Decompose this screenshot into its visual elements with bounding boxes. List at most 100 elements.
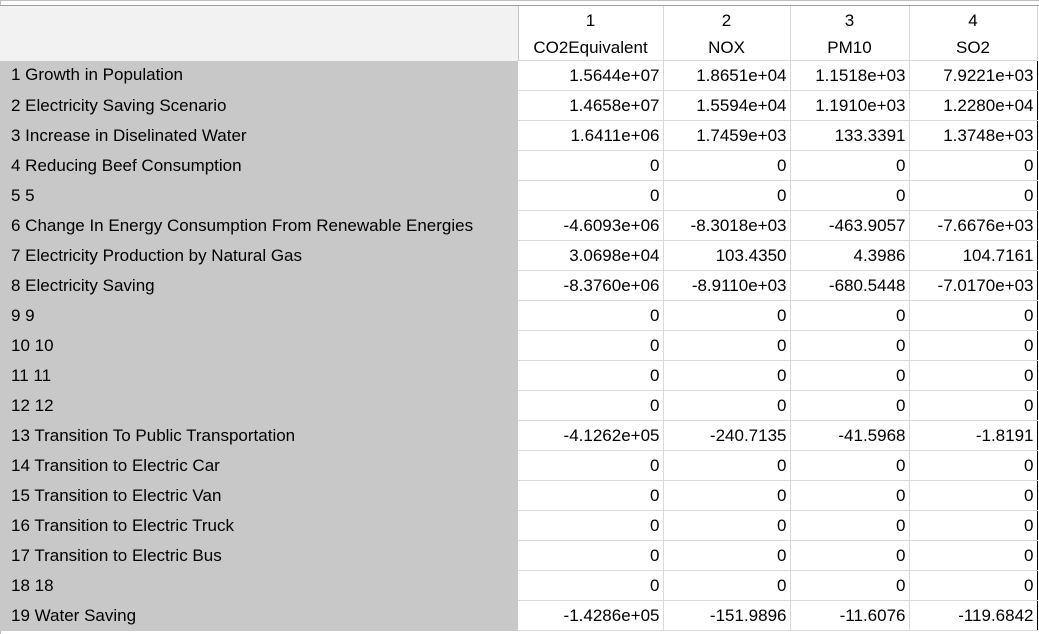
row-header[interactable]: 11 11 [0,360,518,391]
table-cell[interactable]: 0 [909,180,1038,211]
table-cell[interactable]: 0 [790,180,910,211]
table-cell[interactable]: 0 [790,390,910,421]
table-cell[interactable]: 0 [790,300,910,331]
table-cell[interactable]: 0 [663,150,791,181]
table-cell[interactable]: 0 [518,450,664,481]
table-cell[interactable]: 0 [790,150,910,181]
row-header[interactable]: 1 Growth in Population [0,60,518,91]
table-cell[interactable]: 0 [518,330,664,361]
table-cell[interactable]: -463.9057 [790,210,910,241]
table-cell[interactable]: 0 [663,480,791,511]
table-cell[interactable]: 1.8651e+04 [663,60,791,91]
row-header[interactable]: 4 Reducing Beef Consumption [0,150,518,181]
table-cell[interactable]: -240.7135 [663,420,791,451]
table-cell[interactable]: 0 [518,300,664,331]
table-cell[interactable]: 0 [909,480,1038,511]
row-header[interactable]: 5 5 [0,180,518,211]
table-cell[interactable]: 133.3391 [790,120,910,151]
table-cell[interactable]: 104.7161 [909,240,1038,271]
table-cell[interactable]: 0 [790,330,910,361]
row-header[interactable]: 9 9 [0,300,518,331]
table-cell[interactable]: 0 [790,480,910,511]
row-header[interactable]: 14 Transition to Electric Car [0,450,518,481]
table-cell[interactable]: 0 [790,570,910,601]
table-cell[interactable]: -4.6093e+06 [518,210,664,241]
table-cell[interactable]: -41.5968 [790,420,910,451]
row-header[interactable]: 18 18 [0,570,518,601]
table-cell[interactable]: 0 [518,540,664,571]
row-header[interactable]: 19 Water Saving [0,600,518,631]
table-cell[interactable]: 0 [909,510,1038,541]
table-cell[interactable]: 4.3986 [790,240,910,271]
table-cell[interactable]: 0 [909,450,1038,481]
table-cell[interactable]: 0 [663,360,791,391]
table-cell[interactable]: 0 [790,360,910,391]
table-cell[interactable]: 0 [790,450,910,481]
table-cell[interactable]: -1.8191 [909,420,1038,451]
table-cell[interactable]: 0 [790,510,910,541]
row-header[interactable]: 12 12 [0,390,518,421]
table-cell[interactable]: 0 [790,540,910,571]
column-header[interactable]: 3 PM10 [790,6,910,61]
table-cell[interactable]: -680.5448 [790,270,910,301]
table-cell[interactable]: -151.9896 [663,600,791,631]
table-cell[interactable]: 1.7459e+03 [663,120,791,151]
table-cell[interactable]: 0 [909,150,1038,181]
row-header[interactable]: 2 Electricity Saving Scenario [0,90,518,121]
table-cell[interactable]: 0 [518,150,664,181]
table-cell[interactable]: 0 [518,480,664,511]
table-cell[interactable]: 0 [909,300,1038,331]
table-cell[interactable]: -8.9110e+03 [663,270,791,301]
column-header[interactable]: 1 CO2Equivalent [518,6,664,61]
table-cell[interactable]: 0 [518,510,664,541]
row-header[interactable]: 8 Electricity Saving [0,270,518,301]
table-cell[interactable]: 0 [518,390,664,421]
table-cell[interactable]: 3.0698e+04 [518,240,664,271]
table-cell[interactable]: -1.4286e+05 [518,600,664,631]
table-cell[interactable]: 0 [663,180,791,211]
table-cell[interactable]: 0 [663,510,791,541]
table-cell[interactable]: 0 [663,540,791,571]
table-cell[interactable]: 7.9221e+03 [909,60,1038,91]
corner-header[interactable] [0,6,519,61]
table-cell[interactable]: 1.5594e+04 [663,90,791,121]
table-cell[interactable]: 0 [909,540,1038,571]
table-cell[interactable]: 1.1910e+03 [790,90,910,121]
column-header[interactable]: 2 NOX [663,6,791,61]
table-cell[interactable]: 0 [518,180,664,211]
table-cell[interactable]: -8.3018e+03 [663,210,791,241]
table-cell[interactable]: 0 [663,330,791,361]
table-cell[interactable]: -4.1262e+05 [518,420,664,451]
row-header[interactable]: 3 Increase in Diselinated Water [0,120,518,151]
table-cell[interactable]: -7.6676e+03 [909,210,1038,241]
table-cell[interactable]: 0 [663,450,791,481]
table-cell[interactable]: 0 [909,570,1038,601]
table-cell[interactable]: 1.1518e+03 [790,60,910,91]
row-header[interactable]: 13 Transition To Public Transportation [0,420,518,451]
table-cell[interactable]: 1.2280e+04 [909,90,1038,121]
table-cell[interactable]: 0 [909,390,1038,421]
table-cell[interactable]: 0 [663,570,791,601]
table-cell[interactable]: 1.4658e+07 [518,90,664,121]
table-cell[interactable]: 0 [518,570,664,601]
table-cell[interactable]: 0 [663,300,791,331]
row-header[interactable]: 16 Transition to Electric Truck [0,510,518,541]
row-header[interactable]: 7 Electricity Production by Natural Gas [0,240,518,271]
table-cell[interactable]: -119.6842 [909,600,1038,631]
table-cell[interactable]: 1.5644e+07 [518,60,664,91]
table-cell[interactable]: 103.4350 [663,240,791,271]
table-cell[interactable]: 0 [663,390,791,421]
table-cell[interactable]: -7.0170e+03 [909,270,1038,301]
table-cell[interactable]: 0 [518,360,664,391]
row-header[interactable]: 15 Transition to Electric Van [0,480,518,511]
table-cell[interactable]: 1.3748e+03 [909,120,1038,151]
column-header[interactable]: 4 SO2 [909,6,1038,61]
table-cell[interactable]: 0 [909,360,1038,391]
table-cell[interactable]: -8.3760e+06 [518,270,664,301]
row-header[interactable]: 17 Transition to Electric Bus [0,540,518,571]
table-cell[interactable]: 1.6411e+06 [518,120,664,151]
table-cell[interactable]: -11.6076 [790,600,910,631]
row-header[interactable]: 10 10 [0,330,518,361]
row-header[interactable]: 6 Change In Energy Consumption From Rene… [0,210,518,241]
table-cell[interactable]: 0 [909,330,1038,361]
